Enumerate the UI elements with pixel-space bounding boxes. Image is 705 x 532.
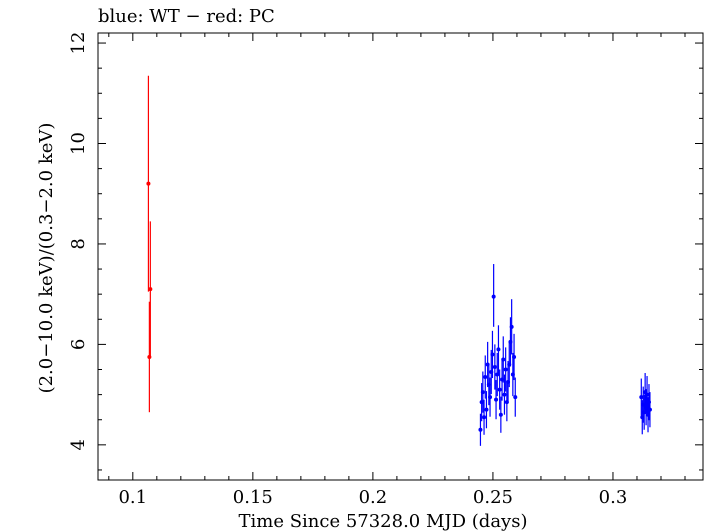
wt-data-point <box>512 354 517 359</box>
wt-data-point <box>503 367 508 372</box>
x-axis-label: Time Since 57328.0 MJD (days) <box>238 511 527 532</box>
y-axis-label: (2.0−10.0 keV)/(0.3−2.0 keV) <box>36 123 57 394</box>
pc-data-point <box>148 287 153 292</box>
axis-tick-labels: 0.1 0.15 0.2 0.25 0.3 4 6 8 10 12 <box>68 32 627 508</box>
wt-data-point <box>495 372 500 377</box>
wt-data-point <box>647 407 652 412</box>
pc-data-point <box>147 354 152 359</box>
x-tick-label: 0.3 <box>599 487 628 508</box>
wt-data-point <box>496 347 501 352</box>
wt-data-point <box>513 395 518 400</box>
wt-data-point <box>502 392 507 397</box>
x-tick-label: 0.15 <box>233 487 273 508</box>
data-marks <box>146 75 652 446</box>
wt-data-point <box>494 397 499 402</box>
wt-data-point <box>490 352 495 357</box>
wt-data-point <box>478 427 483 432</box>
wt-data-point <box>488 395 493 400</box>
y-tick-label: 12 <box>68 32 89 55</box>
y-tick-label: 4 <box>68 439 89 450</box>
wt-data-point <box>480 390 485 395</box>
chart-title: blue: WT − red: PC <box>98 6 275 27</box>
wt-data-point <box>501 357 506 362</box>
x-tick-label: 0.25 <box>473 487 513 508</box>
y-tick-label: 6 <box>68 339 89 350</box>
pc-data-point <box>146 181 151 186</box>
y-tick-label: 8 <box>68 238 89 249</box>
x-tick-label: 0.2 <box>359 487 388 508</box>
wt-data-point <box>491 294 496 299</box>
wt-data-point <box>645 392 650 397</box>
wt-data-point <box>483 375 488 380</box>
wt-data-point <box>509 324 514 329</box>
x-tick-label: 0.1 <box>118 487 147 508</box>
wt-data-point <box>498 412 503 417</box>
wt-data-point <box>484 407 489 412</box>
wt-data-point <box>497 387 502 392</box>
wt-data-point <box>492 364 497 369</box>
axis-ticks <box>98 33 703 480</box>
wt-data-point <box>642 410 647 415</box>
wt-data-point <box>482 415 487 420</box>
plot-frame <box>97 32 704 481</box>
wt-data-point <box>639 395 644 400</box>
y-tick-label: 10 <box>68 132 89 155</box>
